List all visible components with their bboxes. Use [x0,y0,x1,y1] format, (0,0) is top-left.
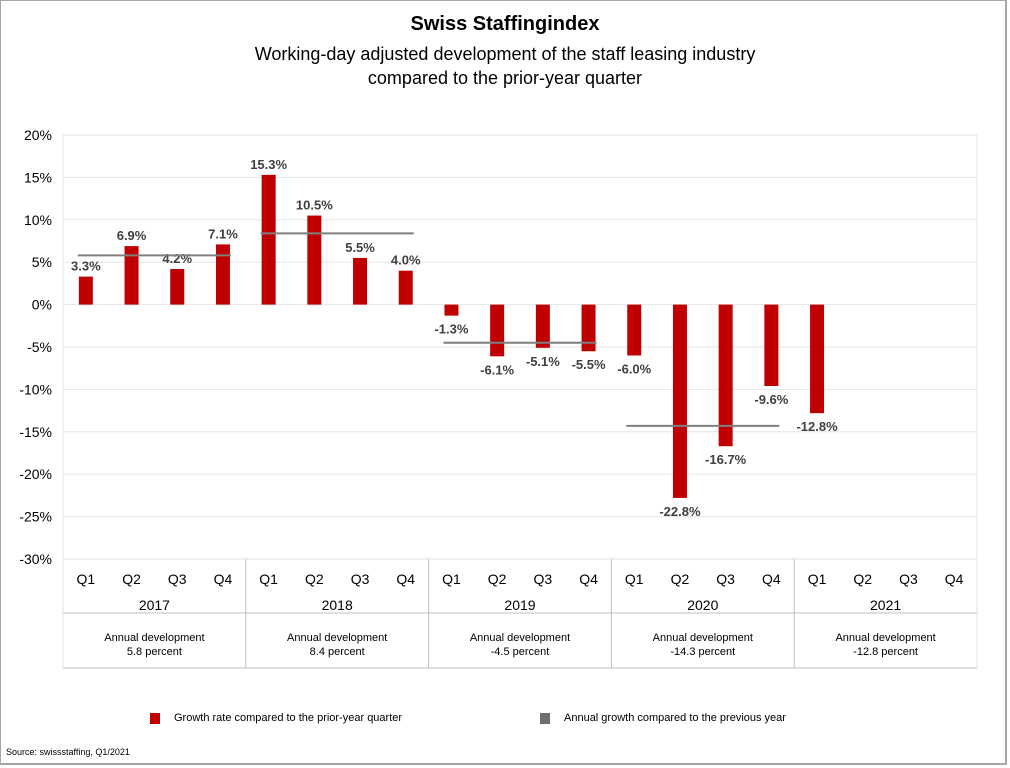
year-label: 2021 [870,597,901,613]
quarter-label: Q4 [945,571,964,587]
annual-dev-label: Annual development [287,632,387,644]
year-label: 2018 [322,597,353,613]
source-note: Source: swissstaffing, Q1/2021 [6,747,130,757]
bar [718,304,733,447]
y-tick-label: -5% [27,339,52,355]
data-label: -22.8% [659,504,701,519]
annual-dev-label: Annual development [470,632,570,644]
subtitle-line-2: compared to the prior-year quarter [367,68,643,88]
quarter-label: Q4 [762,571,781,587]
chart-title: Swiss Staffingindex [410,13,600,35]
bar [124,246,139,305]
quarter-label: Q3 [899,571,918,587]
quarter-label: Q4 [396,571,415,587]
quarter-label: Q1 [259,571,278,587]
data-label: 7.1% [208,226,238,241]
annual-dev-label: Annual development [104,632,204,644]
legend-label-annual: Annual growth compared to the previous y… [564,712,786,724]
quarter-label: Q2 [305,571,324,587]
y-tick-label: 5% [32,254,52,270]
bar [261,174,276,305]
quarter-label: Q1 [808,571,827,587]
data-label: -5.5% [572,357,606,372]
annual-dev-label: Annual development [835,632,935,644]
y-tick-label: -20% [19,466,52,482]
data-label: 10.5% [296,198,333,213]
quarter-label: Q3 [534,571,553,587]
legend-swatch-red [150,712,160,724]
annual-dev-value: -14.3 percent [670,646,735,658]
bar [353,257,368,305]
quarter-label: Q3 [168,571,187,587]
data-label: -1.3% [434,322,468,337]
annual-dev-value: 8.4 percent [310,646,365,658]
quarter-label: Q4 [214,571,233,587]
year-label: 2019 [504,597,535,613]
quarter-label: Q3 [716,571,735,587]
year-label: 2017 [139,597,170,613]
quarter-label: Q2 [671,571,690,587]
legend-swatch-gray [540,712,550,724]
quarter-label: Q2 [853,571,872,587]
chart-svg: 20% 15% 10% 5% 0% -5% -10% -15% -20% -25% -30% 3.3%… [19,127,978,669]
data-label: 3.3% [71,259,101,274]
bar [398,270,413,305]
data-label: -9.6% [754,392,788,407]
quarter-label: Q1 [77,571,96,587]
quarter-label: Q1 [442,571,461,587]
bar [810,304,825,414]
quarter-label: Q2 [488,571,507,587]
data-label: -5.1% [526,354,560,369]
subtitle-line-1: Working-day adjusted development of the … [254,44,756,64]
y-tick-label: 15% [24,169,52,185]
quarter-label: Q4 [579,571,598,587]
quarter-label: Q2 [122,571,141,587]
y-tick-label: 20% [24,127,52,143]
y-tick-label: -15% [19,424,52,440]
data-label: -6.0% [617,361,651,376]
bar [581,304,596,352]
bar [672,304,687,498]
data-label: 4.2% [162,251,192,266]
chart-subtitle: Working-day adjusted development of the … [0,42,1010,90]
y-tick-label: -10% [19,381,52,397]
bar [627,304,642,356]
quarter-label: Q1 [625,571,644,587]
y-tick-label: -30% [19,551,52,567]
legend-item-annual: Annual growth compared to the previous y… [540,712,786,724]
data-label: 5.5% [345,240,375,255]
bar [535,304,550,348]
annual-dev-label: Annual development [653,632,753,644]
bar [78,276,93,305]
y-tick-label: 10% [24,212,52,228]
bar [170,268,185,305]
data-label: -12.8% [796,419,838,434]
data-label: 4.0% [391,253,421,268]
quarter-label: Q3 [351,571,370,587]
legend-label-quarterly: Growth rate compared to the prior-year q… [174,712,403,724]
data-label: -6.1% [480,362,514,377]
y-tick-label: -25% [19,509,52,525]
annual-dev-value: -4.5 percent [491,646,550,658]
bar [764,304,779,387]
data-label: -16.7% [705,452,747,467]
bar [307,215,322,305]
legend-item-quarterly: Growth rate compared to the prior-year q… [150,712,402,724]
y-tick-label: 0% [32,297,52,313]
annual-dev-value: -12.8 percent [853,646,918,658]
year-label: 2020 [687,597,718,613]
bar [490,304,505,357]
data-label: 6.9% [117,228,147,243]
bar [215,244,230,305]
annual-dev-value: 5.8 percent [127,646,182,658]
data-label: 15.3% [250,157,287,172]
bar [444,304,459,316]
